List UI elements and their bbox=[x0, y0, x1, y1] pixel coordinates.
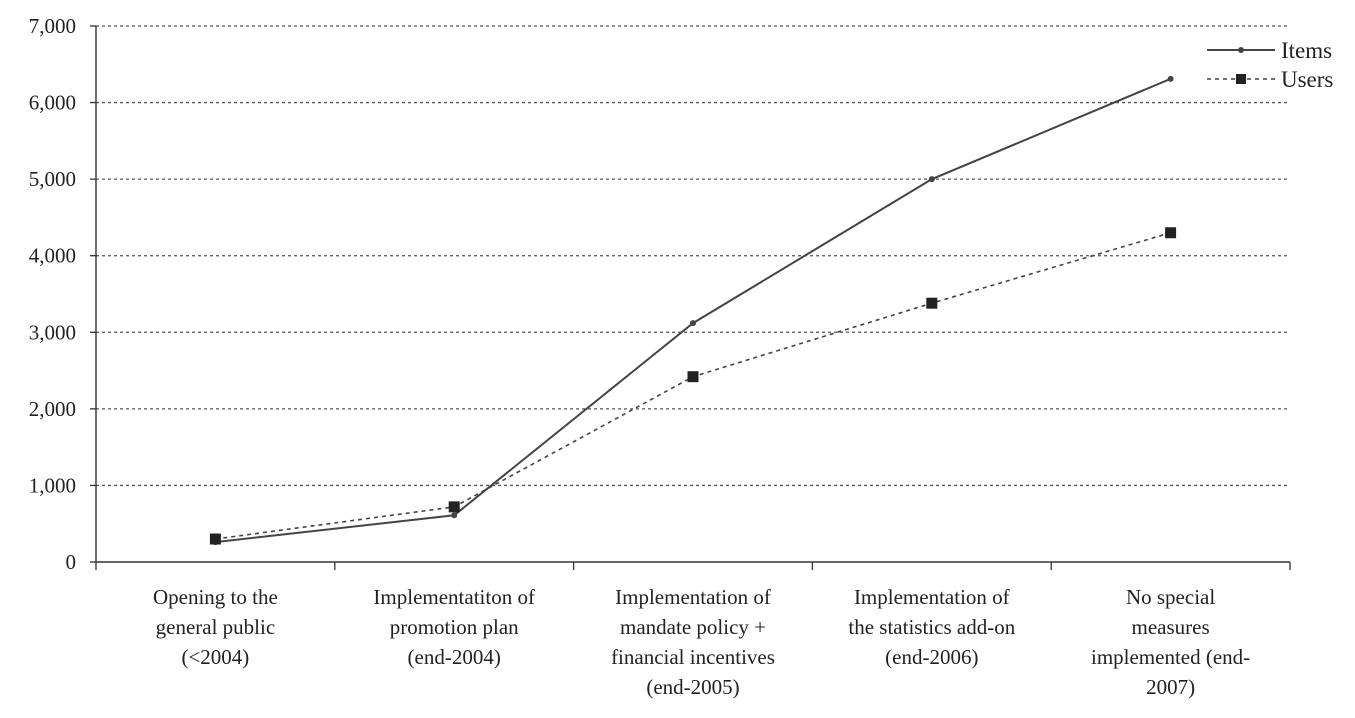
x-category-labels: Opening to the general public (<2004) Imple… bbox=[153, 585, 1250, 699]
data-point-items bbox=[451, 512, 458, 519]
legend-label-items: Items bbox=[1281, 38, 1332, 63]
data-point-users bbox=[448, 501, 460, 513]
x-category-label-line: Opening to the bbox=[153, 585, 278, 609]
x-category-label-line: promotion plan bbox=[390, 615, 519, 639]
y-tick-label: 5,000 bbox=[29, 167, 76, 191]
legend-marker-items bbox=[1238, 47, 1244, 53]
x-category-label-line: Implementatiton of bbox=[373, 585, 535, 609]
grid-lines bbox=[96, 25, 1290, 487]
x-category-label-line: implemented (end- bbox=[1091, 645, 1250, 669]
y-tick-label: 2,000 bbox=[29, 397, 76, 421]
y-tick-label: 4,000 bbox=[29, 244, 76, 268]
x-category-label-line: measures bbox=[1132, 615, 1210, 639]
x-category-label: Implementation of mandate policy + financi… bbox=[611, 585, 775, 699]
data-point-users bbox=[687, 371, 699, 383]
x-category-label-line: 2007) bbox=[1146, 675, 1195, 699]
y-tick-label: 6,000 bbox=[29, 91, 76, 115]
x-category-label-line: Implementation of bbox=[854, 585, 1010, 609]
x-category-label-line: (<2004) bbox=[181, 645, 249, 669]
data-point-items bbox=[690, 320, 696, 327]
data-point-users bbox=[1165, 227, 1177, 239]
axes bbox=[90, 25, 1291, 570]
x-category-label-line: (end-2005) bbox=[646, 675, 739, 699]
x-category-label-line: (end-2004) bbox=[408, 645, 501, 669]
x-category-label: Implementation of the statistics add-on (e… bbox=[848, 585, 1015, 669]
x-category-label-line: No special bbox=[1126, 585, 1215, 609]
x-category-label: No special measures implemented (end- 2007) bbox=[1091, 585, 1250, 699]
y-tick-labels: 0 1,000 2,000 3,000 4,000 5,000 6,000 7,000 bbox=[29, 14, 76, 574]
legend-marker-users bbox=[1236, 74, 1246, 84]
y-tick-label: 3,000 bbox=[29, 320, 76, 344]
x-category-label-line: financial incentives bbox=[611, 645, 775, 669]
x-category-label-line: (end-2006) bbox=[885, 645, 978, 669]
legend-label-users: Users bbox=[1281, 67, 1333, 92]
series-line-items bbox=[215, 77, 1171, 544]
data-point-users bbox=[926, 297, 938, 309]
legend: Items Users bbox=[1207, 38, 1333, 92]
x-category-label-line: general public bbox=[156, 615, 276, 639]
data-point-items bbox=[1167, 75, 1174, 82]
data-point-items bbox=[928, 176, 935, 183]
data-point-users bbox=[209, 533, 221, 545]
y-tick-label: 1,000 bbox=[29, 473, 76, 497]
x-category-label-line: mandate policy + bbox=[620, 615, 766, 639]
x-category-label-line: the statistics add-on bbox=[848, 615, 1015, 639]
y-tick-label: 0 bbox=[66, 550, 77, 574]
series-line-users bbox=[215, 231, 1171, 540]
x-category-label: Implementatiton of promotion plan (end-200… bbox=[373, 585, 535, 669]
x-category-label-line: Implementation of bbox=[615, 585, 771, 609]
x-category-label: Opening to the general public (<2004) bbox=[153, 585, 278, 669]
y-tick-label: 7,000 bbox=[29, 14, 76, 38]
series bbox=[209, 75, 1177, 546]
